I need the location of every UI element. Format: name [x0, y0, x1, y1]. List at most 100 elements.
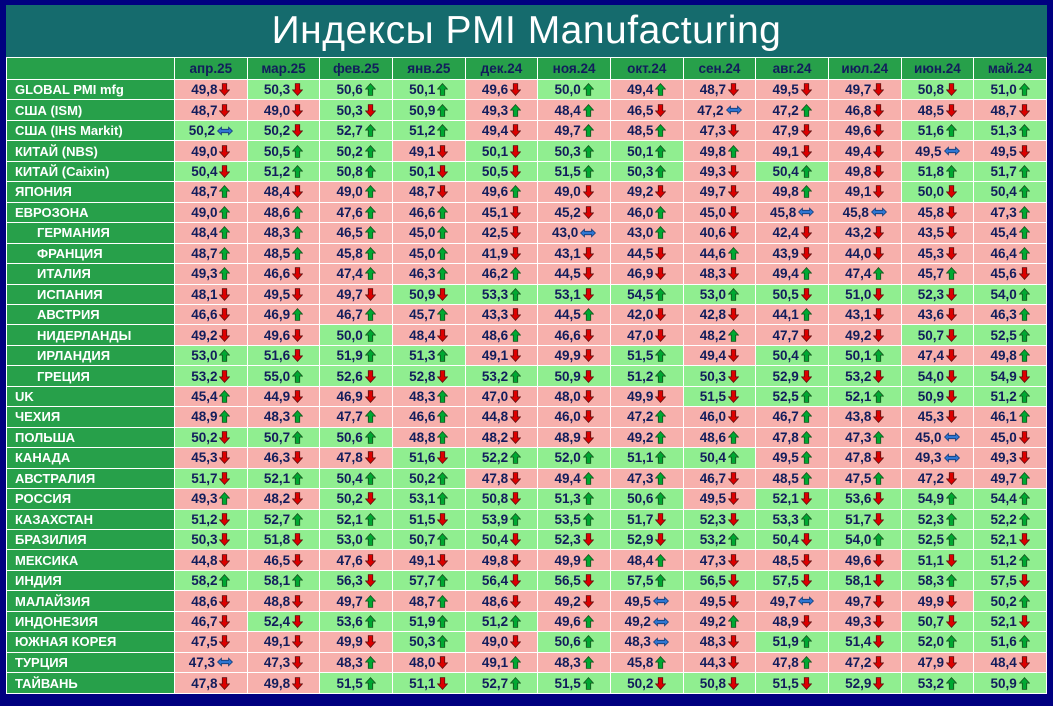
down-arrow-icon: [510, 594, 522, 608]
pmi-value: 49,0: [263, 102, 291, 118]
pmi-cell: 48,4: [247, 182, 320, 202]
down-arrow-icon: [582, 287, 594, 301]
pmi-cell: 49,6: [828, 550, 901, 570]
table-row: США (IHS Markit) 50,2 50,2 52,7 51,2 49,4 49,7…: [7, 120, 1046, 141]
pmi-cell: 50,7: [901, 611, 974, 632]
pmi-cell: 49,5: [247, 284, 320, 304]
pmi-cell: 48,3: [392, 386, 465, 407]
up-arrow-icon: [946, 635, 958, 649]
pmi-cell: 47,7: [320, 407, 392, 427]
pmi-cell: 52,9: [828, 673, 901, 693]
pmi-cell: 53,5: [538, 509, 610, 529]
down-arrow-icon: [510, 83, 522, 97]
pmi-value: 44,8: [481, 409, 509, 425]
pmi-value: 47,0: [627, 327, 654, 343]
pmi-cell: 49,4: [683, 345, 756, 366]
up-arrow-icon: [510, 655, 522, 669]
pmi-value: 48,4: [263, 184, 291, 200]
pmi-value: 48,9: [554, 429, 581, 445]
up-arrow-icon: [1018, 185, 1030, 199]
up-arrow-icon: [946, 676, 958, 690]
up-arrow-icon: [364, 185, 376, 199]
down-arrow-icon: [655, 267, 667, 281]
pmi-cell: 51,2: [974, 550, 1046, 570]
pmi-value: 49,8: [191, 82, 218, 98]
pmi-value: 51,5: [554, 164, 581, 180]
pmi-value: 53,2: [917, 675, 945, 691]
pmi-cell: 47,3: [247, 652, 320, 673]
pmi-value: 48,6: [191, 593, 218, 609]
pmi-cell: 44,8: [465, 407, 538, 427]
pmi-value: 52,2: [481, 450, 509, 466]
pmi-cell: 54,5: [610, 284, 683, 304]
pmi-value: 48,4: [627, 552, 654, 568]
pmi-value: 49,9: [917, 593, 945, 609]
pmi-cell: 53,0: [175, 345, 247, 366]
pmi-cell: 49,7: [683, 182, 756, 202]
down-arrow-icon: [510, 533, 522, 547]
pmi-value: 48,7: [191, 184, 218, 200]
pmi-value: 49,1: [409, 143, 436, 159]
pmi-value: 48,8: [409, 429, 436, 445]
pmi-cell: 44,6: [683, 243, 756, 264]
flat-arrow-icon: [216, 657, 233, 668]
flat-arrow-icon: [798, 207, 815, 218]
pmi-value: 51,7: [191, 470, 218, 486]
pmi-value: 49,0: [191, 143, 218, 159]
up-arrow-icon: [1018, 410, 1030, 424]
pmi-cell: 49,4: [538, 468, 610, 489]
pmi-cell: 50,5: [247, 141, 320, 161]
up-arrow-icon: [437, 594, 449, 608]
pmi-value: 50,3: [263, 82, 291, 98]
down-arrow-icon: [800, 553, 812, 567]
pmi-cell: 52,1: [320, 509, 392, 529]
down-arrow-icon: [1018, 615, 1030, 628]
up-arrow-icon: [655, 471, 667, 485]
pmi-cell: 52,1: [828, 386, 901, 407]
pmi-cell: 45,4: [974, 223, 1046, 243]
pmi-value: 50,6: [627, 491, 654, 507]
pmi-cell: 47,2: [756, 100, 828, 120]
pmi-value: 42,4: [772, 225, 799, 241]
pmi-value: 53,9: [481, 511, 509, 527]
pmi-value: 46,0: [627, 204, 654, 220]
pmi-cell: 46,8: [828, 100, 901, 120]
up-arrow-icon: [728, 328, 740, 342]
up-arrow-icon: [582, 124, 594, 137]
pmi-value: 47,3: [699, 552, 727, 568]
table-row: КАНАДА 45,3 46,3 47,8 51,6 52,2 52,0 51,1 50,4 49…: [7, 448, 1046, 468]
pmi-cell: 45,0: [974, 427, 1046, 448]
down-arrow-icon: [510, 390, 522, 403]
pmi-cell: 49,5: [756, 448, 828, 468]
up-arrow-icon: [1018, 124, 1030, 137]
pmi-value: 50,7: [917, 614, 945, 629]
pmi-cell: 48,3: [538, 652, 610, 673]
pmi-cell: 50,4: [683, 448, 756, 468]
row-label: НИДЕРЛАНДЫ: [7, 325, 174, 345]
down-arrow-icon: [219, 553, 231, 567]
table-wrap: апр.25 мар.25 фев.25 янв.25 дек.24 ноя.24 окт.…: [6, 57, 1047, 694]
down-arrow-icon: [728, 124, 740, 138]
pmi-value: 50,4: [336, 470, 363, 486]
pmi-cell: 47,5: [828, 468, 901, 489]
pmi-cell: 50,2: [320, 141, 392, 161]
pmi-cell: 48,7: [175, 182, 247, 202]
table-row: ИТАЛИЯ 49,3 46,6 47,4 46,3 46,2 44,5 46,9 48,3 49…: [7, 264, 1046, 284]
pmi-value: 52,9: [845, 675, 872, 691]
pmi-value: 50,2: [188, 123, 215, 139]
pmi-value: 44,6: [699, 245, 727, 261]
pmi-cell: 52,1: [756, 489, 828, 509]
pmi-value: 53,5: [554, 511, 581, 527]
pmi-value: 50,3: [699, 368, 727, 384]
pmi-value: 48,1: [191, 286, 218, 302]
down-arrow-icon: [655, 185, 667, 199]
down-arrow-icon: [728, 512, 740, 526]
pmi-cell: 51,2: [465, 611, 538, 632]
pmi-value: 50,8: [336, 164, 363, 180]
pmi-cell: 49,4: [828, 141, 901, 161]
pmi-value: 50,2: [409, 470, 436, 486]
pmi-value: 48,4: [990, 654, 1017, 670]
down-arrow-icon: [800, 615, 812, 628]
pmi-value: 49,2: [627, 429, 654, 445]
pmi-cell: 50,9: [538, 366, 610, 386]
